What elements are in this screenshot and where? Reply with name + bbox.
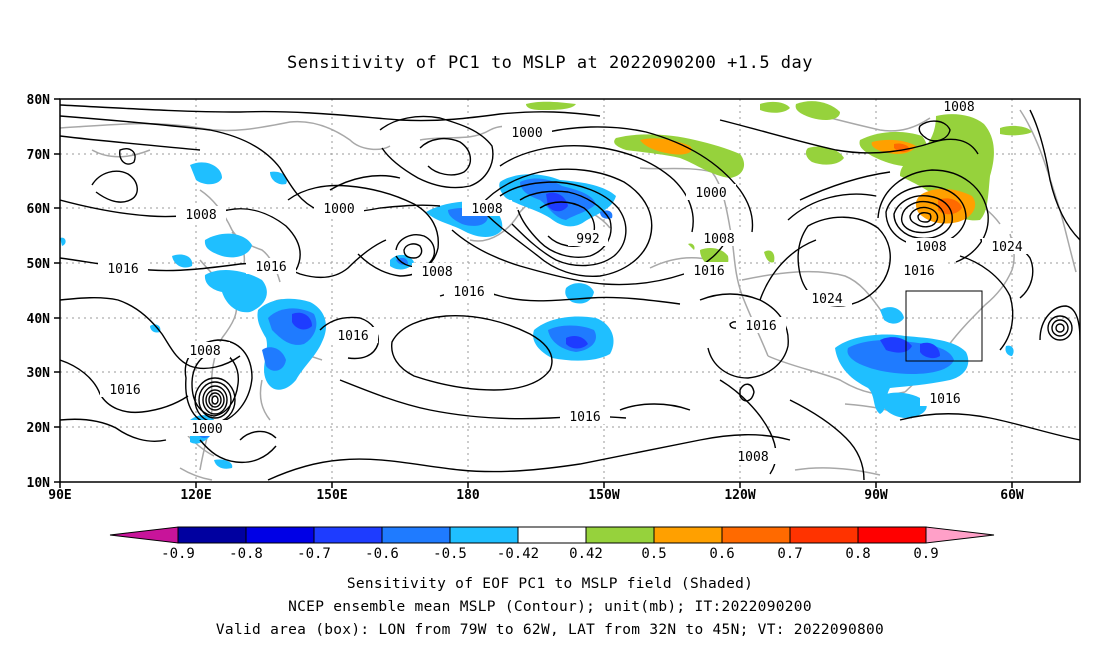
colorbar-swatch [721, 526, 791, 544]
contour-labels: 1008 1000 1000 1008 1008 1000 992 1008 1… [98, 99, 1032, 465]
caption-line-1: Sensitivity of EOF PC1 to MSLP field (Sh… [347, 576, 753, 592]
tick-marks [54, 98, 1013, 488]
contour-label: 1016 [337, 329, 368, 344]
lon-label: 90W [864, 488, 888, 503]
lon-label: 90E [48, 488, 71, 503]
colorbar-label: 0.7 [777, 546, 802, 562]
colorbar-extend-high [925, 526, 995, 544]
colorbar-label: -0.8 [229, 546, 263, 562]
lat-label: 70N [27, 148, 51, 163]
colorbar-swatch [857, 526, 927, 544]
colorbar-swatch [245, 526, 315, 544]
lat-label: 10N [27, 476, 51, 491]
colorbar-swatch [517, 526, 587, 544]
contour-label: 1008 [471, 202, 502, 217]
colorbar-swatch [381, 526, 451, 544]
caption-line-2: NCEP ensemble mean MSLP (Contour); unit(… [288, 599, 812, 615]
colorbar-label: 0.8 [845, 546, 870, 562]
plot-frame [59, 98, 1081, 483]
colorbar: -0.9 -0.8 -0.7 -0.6 -0.5 -0.42 0.42 0.5 0.6 0.7 0.… [109, 526, 995, 562]
colorbar-label: -0.9 [161, 546, 195, 562]
contour-label: 1016 [569, 410, 600, 425]
longitude-labels: 90E 120E 150E 180 150W 120W 90W 60W [48, 488, 1024, 503]
contour-label: 1016 [693, 264, 724, 279]
contour-label: 1008 [943, 100, 974, 115]
contour-label: 1008 [703, 232, 734, 247]
contour-label: 1016 [107, 262, 138, 277]
contour-label: 1008 [185, 208, 216, 223]
colorbar-label: 0.5 [641, 546, 666, 562]
contour-label: 1016 [745, 319, 776, 334]
contour-label: 1016 [255, 260, 286, 275]
caption-line-3: Valid area (box): LON from 79W to 62W, L… [216, 622, 884, 638]
colorbar-swatch [177, 526, 247, 544]
colorbar-label: -0.7 [297, 546, 331, 562]
mslp-contours [60, 104, 1080, 481]
lon-label: 120E [180, 488, 211, 503]
contour-label: 1000 [191, 422, 222, 437]
lat-label: 50N [27, 257, 51, 272]
sensitivity-shading [60, 101, 1032, 469]
contour-label: 1008 [915, 240, 946, 255]
colorbar-extend-low [109, 526, 179, 544]
lon-label: 150W [588, 488, 619, 503]
contour-label: 1016 [903, 264, 934, 279]
colorbar-swatch [789, 526, 859, 544]
contour-label: 1024 [811, 292, 842, 307]
colorbar-label: 0.6 [709, 546, 734, 562]
colorbar-label: -0.5 [433, 546, 467, 562]
contour-label: 992 [576, 232, 599, 247]
colorbar-label: -0.42 [497, 546, 539, 562]
contour-label: 1016 [109, 383, 140, 398]
colorbar-swatch [449, 526, 519, 544]
colorbar-label: 0.9 [913, 546, 938, 562]
contour-label: 1000 [323, 202, 354, 217]
lat-label: 40N [27, 312, 51, 327]
contour-label: 1000 [511, 126, 542, 141]
lat-label: 20N [27, 421, 51, 436]
contour-label: 1016 [453, 285, 484, 300]
lat-label: 80N [27, 93, 51, 108]
lon-label: 120W [724, 488, 755, 503]
valid-area-box [905, 290, 983, 362]
colorbar-label: 0.42 [569, 546, 603, 562]
latitude-labels: 80N 70N 60N 50N 40N 30N 20N 10N [27, 93, 51, 491]
colorbar-swatch [653, 526, 723, 544]
contour-label: 1008 [421, 265, 452, 280]
colorbar-swatch [313, 526, 383, 544]
contour-label: 1008 [737, 450, 768, 465]
contour-label: 1024 [991, 240, 1022, 255]
lat-label: 60N [27, 202, 51, 217]
lon-label: 60W [1000, 488, 1024, 503]
colorbar-label: -0.6 [365, 546, 399, 562]
contour-label: 1000 [695, 186, 726, 201]
contour-label: 1008 [189, 344, 220, 359]
lat-label: 30N [27, 366, 51, 381]
lon-label: 180 [456, 488, 480, 503]
figure-title: Sensitivity of PC1 to MSLP at 2022090200… [287, 53, 813, 73]
contour-label: 1016 [929, 392, 960, 407]
colorbar-swatch [585, 526, 655, 544]
lon-label: 150E [316, 488, 347, 503]
